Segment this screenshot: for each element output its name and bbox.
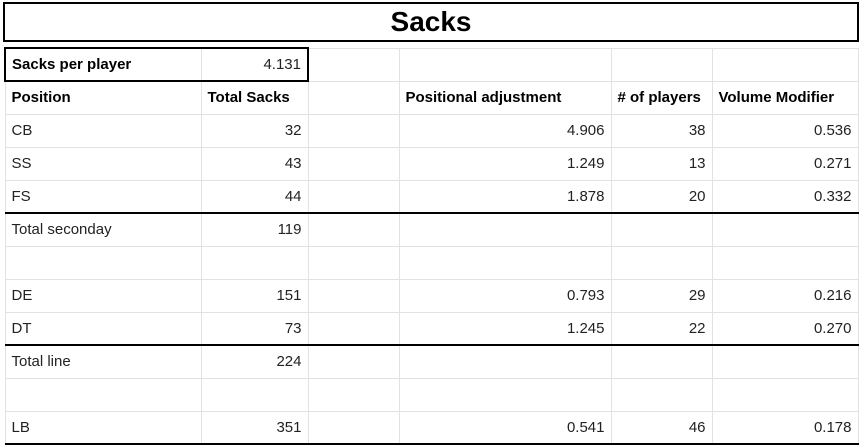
cell-empty[interactable] (307, 344, 400, 379)
header-row: Position Total Sacks Positional adjustme… (4, 80, 859, 115)
cell-position[interactable] (4, 245, 202, 280)
cell-num-players[interactable]: 38 (610, 113, 713, 148)
table-row: SS 43 1.249 13 0.271 (4, 146, 859, 181)
cell-positional-adjustment[interactable]: 1.878 (398, 179, 612, 214)
cell-empty[interactable] (307, 146, 400, 181)
table-row: LB 351 0.541 46 0.178 (4, 410, 859, 445)
cell-volume-modifier[interactable]: 0.332 (711, 179, 859, 214)
cell-volume-modifier[interactable] (711, 245, 859, 280)
cell-positional-adjustment[interactable]: 1.245 (398, 311, 612, 346)
sacks-table: Sacks per player 4.131 Position Total Sa… (4, 47, 859, 445)
cell-positional-adjustment[interactable]: 4.906 (398, 113, 612, 148)
cell-empty[interactable] (398, 47, 612, 82)
cell-num-players[interactable] (610, 245, 713, 280)
header-position[interactable]: Position (4, 80, 202, 115)
cell-num-players[interactable]: 22 (610, 311, 713, 346)
header-volume-modifier[interactable]: Volume Modifier (711, 80, 859, 115)
table-row (4, 245, 859, 280)
cell-volume-modifier[interactable] (711, 344, 859, 379)
cell-volume-modifier[interactable]: 0.216 (711, 278, 859, 313)
header-blank[interactable] (307, 80, 400, 115)
cell-position[interactable]: CB (4, 113, 202, 148)
cell-position[interactable]: DT (4, 311, 202, 346)
sheet-title[interactable]: Sacks (3, 2, 859, 42)
table-row: Total line 224 (4, 344, 859, 379)
sacks-per-player-label[interactable]: Sacks per player (4, 47, 202, 82)
cell-position[interactable]: Total line (4, 344, 202, 379)
cell-empty[interactable] (307, 245, 400, 280)
table-row: DE 151 0.793 29 0.216 (4, 278, 859, 313)
cell-positional-adjustment[interactable] (398, 377, 612, 412)
cell-empty[interactable] (307, 113, 400, 148)
cell-volume-modifier[interactable] (711, 212, 859, 247)
sacks-per-player-value[interactable]: 4.131 (200, 47, 309, 82)
cell-volume-modifier[interactable]: 0.536 (711, 113, 859, 148)
cell-empty[interactable] (610, 47, 713, 82)
header-positional-adjustment[interactable]: Positional adjustment (398, 80, 612, 115)
sacks-per-player-row: Sacks per player 4.131 (4, 47, 859, 82)
cell-position[interactable]: LB (4, 410, 202, 445)
cell-position[interactable]: FS (4, 179, 202, 214)
cell-num-players[interactable] (610, 344, 713, 379)
table-row: Total seconday 119 (4, 212, 859, 247)
cell-volume-modifier[interactable]: 0.178 (711, 410, 859, 445)
cell-num-players[interactable]: 46 (610, 410, 713, 445)
cell-position[interactable] (4, 377, 202, 412)
cell-volume-modifier[interactable] (711, 377, 859, 412)
cell-positional-adjustment[interactable] (398, 212, 612, 247)
cell-num-players[interactable]: 13 (610, 146, 713, 181)
table-row: CB 32 4.906 38 0.536 (4, 113, 859, 148)
cell-empty[interactable] (307, 377, 400, 412)
cell-positional-adjustment[interactable]: 0.793 (398, 278, 612, 313)
cell-total-sacks[interactable]: 32 (200, 113, 309, 148)
header-num-players[interactable]: # of players (610, 80, 713, 115)
cell-positional-adjustment[interactable]: 0.541 (398, 410, 612, 445)
cell-positional-adjustment[interactable] (398, 245, 612, 280)
table-row (4, 377, 859, 412)
cell-total-sacks[interactable]: 44 (200, 179, 309, 214)
cell-empty[interactable] (307, 278, 400, 313)
cell-position[interactable]: DE (4, 278, 202, 313)
cell-total-sacks[interactable] (200, 245, 309, 280)
cell-volume-modifier[interactable]: 0.271 (711, 146, 859, 181)
cell-total-sacks[interactable]: 73 (200, 311, 309, 346)
cell-position[interactable]: Total seconday (4, 212, 202, 247)
cell-num-players[interactable]: 20 (610, 179, 713, 214)
cell-total-sacks[interactable]: 224 (200, 344, 309, 379)
cell-positional-adjustment[interactable] (398, 344, 612, 379)
table-row: DT 73 1.245 22 0.270 (4, 311, 859, 346)
cell-empty[interactable] (307, 311, 400, 346)
cell-position[interactable]: SS (4, 146, 202, 181)
cell-num-players[interactable] (610, 377, 713, 412)
cell-total-sacks[interactable]: 119 (200, 212, 309, 247)
cell-empty[interactable] (307, 410, 400, 445)
cell-empty[interactable] (711, 47, 859, 82)
header-total-sacks[interactable]: Total Sacks (200, 80, 309, 115)
cell-empty[interactable] (307, 47, 400, 82)
cell-total-sacks[interactable]: 151 (200, 278, 309, 313)
table-row: FS 44 1.878 20 0.332 (4, 179, 859, 214)
cell-num-players[interactable]: 29 (610, 278, 713, 313)
cell-positional-adjustment[interactable]: 1.249 (398, 146, 612, 181)
cell-total-sacks[interactable]: 351 (200, 410, 309, 445)
cell-empty[interactable] (307, 179, 400, 214)
cell-num-players[interactable] (610, 212, 713, 247)
cell-empty[interactable] (307, 212, 400, 247)
cell-total-sacks[interactable] (200, 377, 309, 412)
cell-total-sacks[interactable]: 43 (200, 146, 309, 181)
cell-volume-modifier[interactable]: 0.270 (711, 311, 859, 346)
